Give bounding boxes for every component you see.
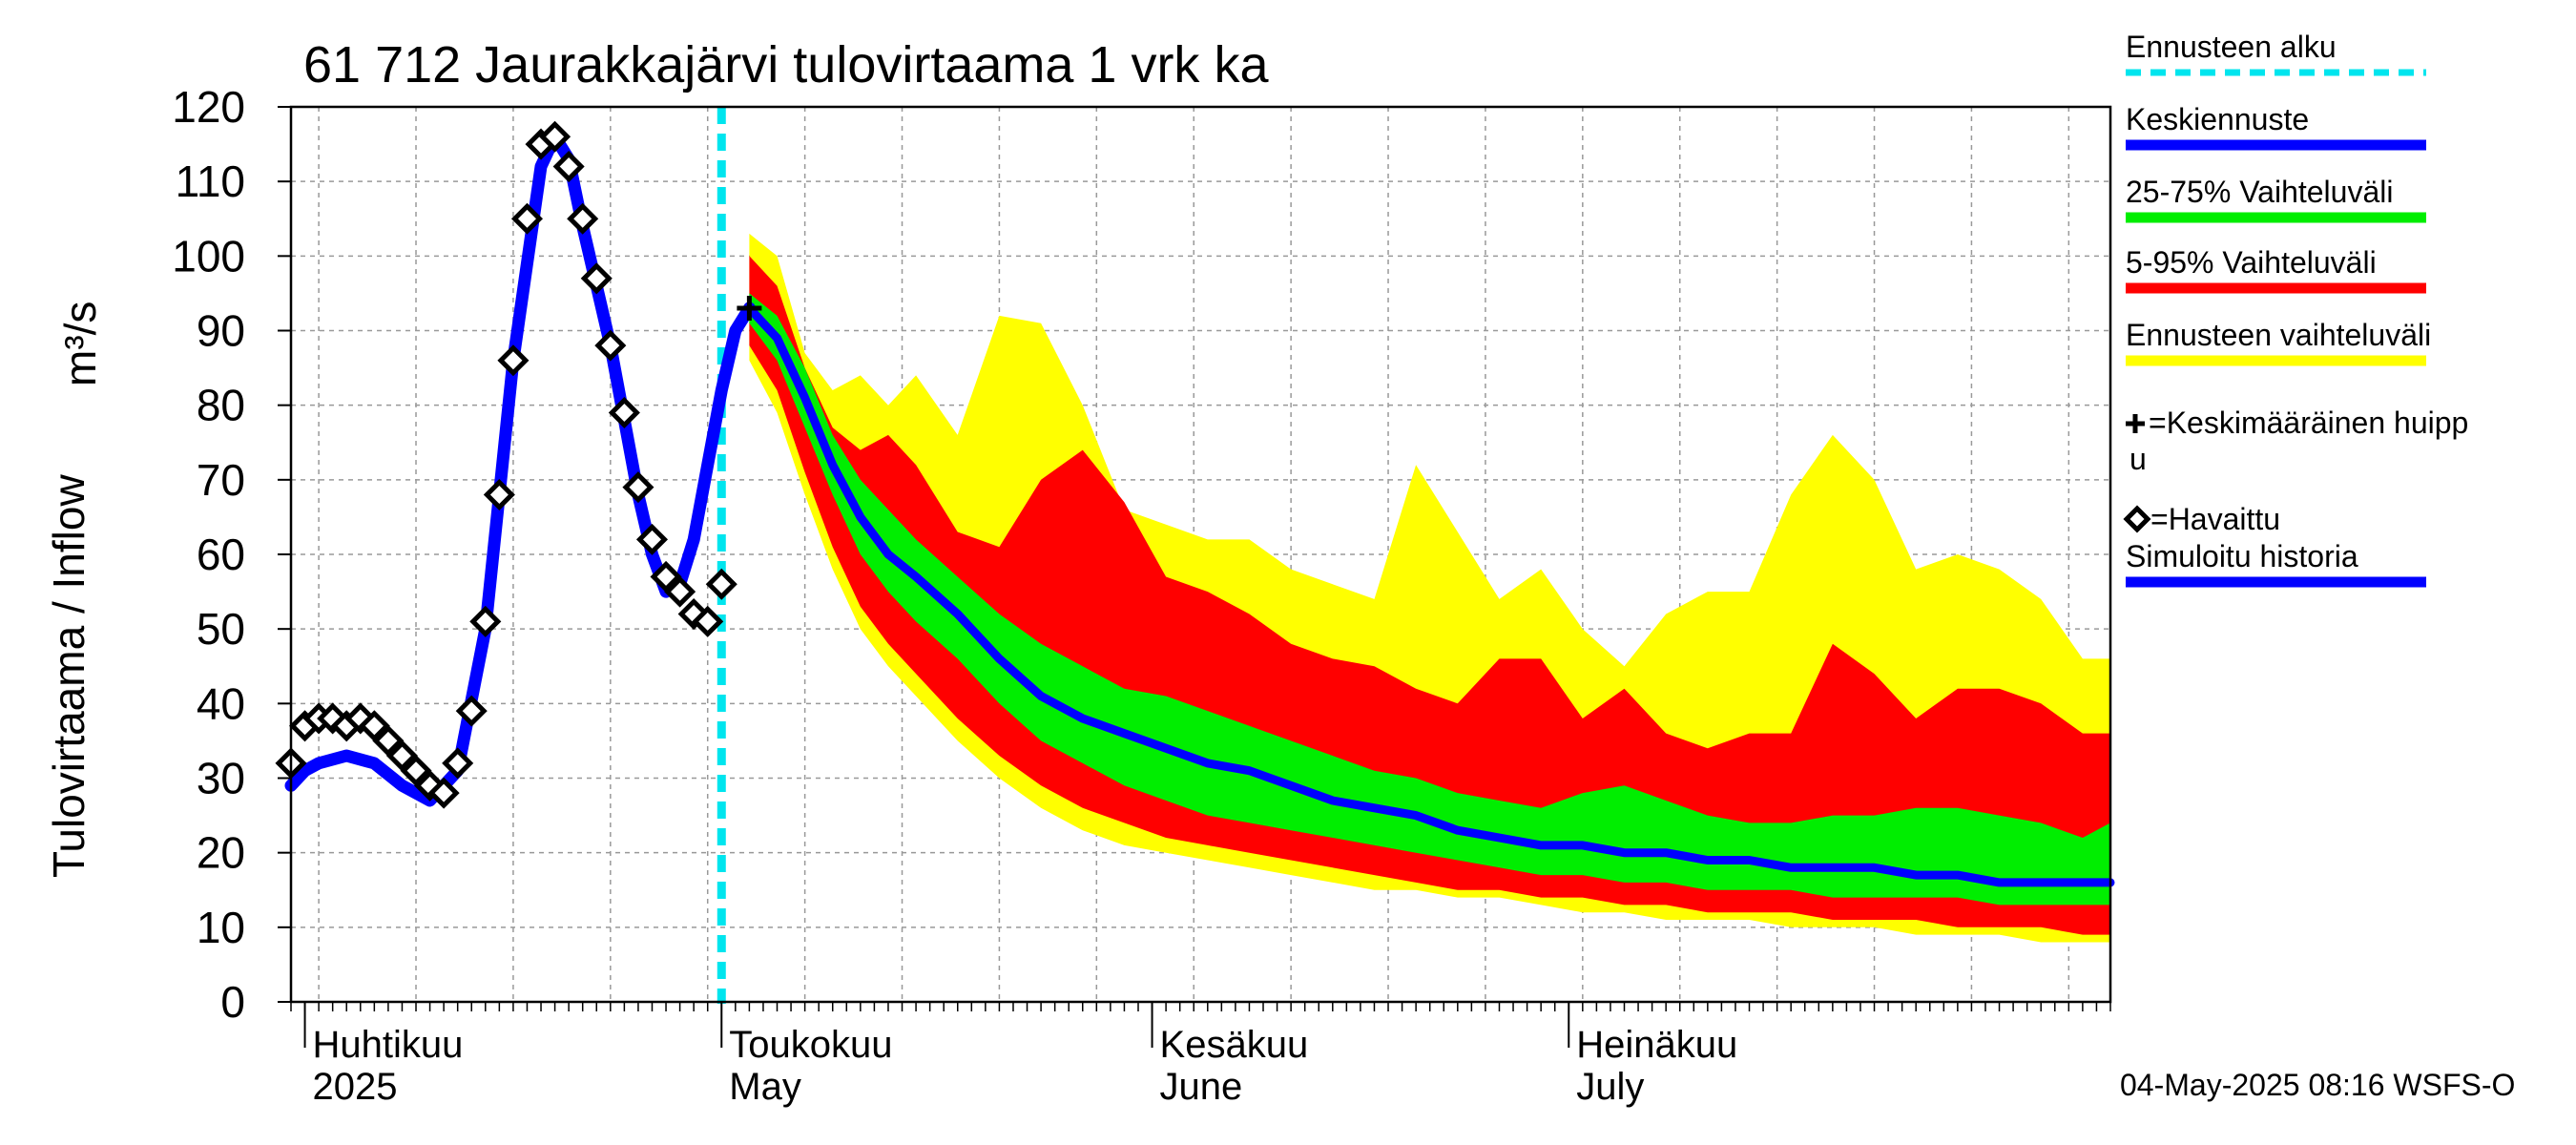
observed-point [510, 202, 544, 235]
y-tick-label: 70 [197, 455, 245, 505]
y-tick-label: 60 [197, 530, 245, 579]
observed-point [372, 724, 405, 757]
x-month-label: Huhtikuu [313, 1024, 464, 1066]
observed-markers [275, 120, 762, 809]
observed-point [469, 605, 502, 637]
series-lines [284, 107, 2115, 1004]
observed-point [385, 739, 418, 772]
observed-point [455, 695, 488, 727]
x-month-sublabel: 2025 [313, 1066, 398, 1108]
legend-label-range: Ennusteen vaihteluväli [2126, 318, 2431, 352]
y-axis-label: Tulovirtaama / Inflow m³/s [44, 302, 105, 878]
y-tick-label: 90 [197, 306, 245, 356]
y-tick-label: 20 [197, 828, 245, 878]
legend-label-peak-wrap: u [2129, 442, 2147, 476]
observed-point [539, 120, 571, 153]
y-tick-label: 80 [197, 381, 245, 430]
x-month-sublabel: May [729, 1066, 801, 1108]
legend-label-p5_95: 5-95% Vaihteluväli [2126, 245, 2377, 280]
observed-point [692, 605, 724, 637]
x-month-label: Heinäkuu [1576, 1024, 1737, 1066]
observed-point [497, 344, 530, 377]
observed-point [635, 523, 669, 555]
y-tick-label: 120 [172, 82, 245, 132]
plot-frame [289, 105, 2112, 1004]
y-tick-label: 110 [176, 156, 245, 206]
band-p25_75 [749, 293, 2110, 906]
observed-point [580, 262, 613, 295]
observed-point [608, 396, 640, 429]
legend-label-median: Keskiennuste [2126, 102, 2309, 136]
axes: 0 10 20 30 40 50 60 70 80 90 100 110 120 Huhtikuu2025… [172, 82, 2112, 1108]
legend-label-forecast_start: Ennusteen alku [2126, 30, 2337, 64]
observed-point [552, 150, 585, 183]
observed-point [400, 755, 432, 787]
observed-point [705, 568, 737, 600]
peak-marker [737, 296, 762, 322]
legend-label-simulated: Simuloitu historia [2126, 539, 2358, 573]
observed-point [567, 202, 599, 235]
observed-point [664, 575, 696, 608]
observed-point [650, 560, 682, 593]
x-month-sublabel: June [1160, 1066, 1243, 1108]
simulated-line [284, 130, 756, 807]
median-line [744, 303, 2115, 887]
observed-point [483, 478, 515, 511]
chart-title: 61 712 Jaurakkajärvi tulovirtaama 1 vrk … [303, 36, 1269, 94]
observed-point [622, 471, 654, 504]
y-tick-label: 40 [197, 678, 245, 728]
y-tick-label: 10 [197, 903, 245, 952]
forecast-bands [749, 233, 2110, 943]
y-axis-unit: m³/s [55, 302, 105, 386]
x-month-label: Kesäkuu [1160, 1024, 1309, 1066]
legend-label-p25_75: 25-75% Vaihteluväli [2126, 175, 2393, 209]
observed-point [442, 747, 474, 780]
legend-label-observed: =Havaittu [2150, 502, 2280, 536]
observed-point [427, 777, 460, 809]
legend-swatch-peak [2126, 414, 2145, 433]
x-month-sublabel: July [1576, 1066, 1644, 1108]
y-tick-label: 0 [220, 977, 245, 1027]
y-tick-label: 100 [172, 231, 245, 281]
x-month-label: Toukokuu [729, 1024, 892, 1066]
y-tick-label: 30 [197, 754, 245, 803]
observed-point [358, 710, 390, 742]
y-tick-label: 50 [197, 604, 245, 654]
legend-swatch-observed [2123, 505, 2151, 533]
legend: Ennusteen alku Keskiennuste 25-75% Vaihtel… [2123, 30, 2468, 588]
legend-label-peak: =Keskimääräinen huipp [2149, 406, 2468, 440]
y-axis-title: Tulovirtaama / Inflow [44, 474, 93, 878]
footer-timestamp: 04-May-2025 08:16 WSFS-O [2120, 1068, 2515, 1102]
observed-point [594, 329, 627, 362]
